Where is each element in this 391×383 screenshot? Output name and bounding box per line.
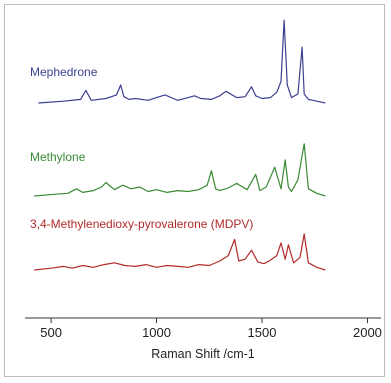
- series-line-2: [34, 143, 326, 197]
- spectra-traces: [34, 19, 326, 271]
- series-line-1: [38, 19, 326, 104]
- x-tick-label: 2000: [353, 325, 382, 340]
- series-label-1: Mephedrone: [30, 65, 98, 79]
- series-label-2: Methylone: [30, 150, 86, 164]
- series-labels: Mephedrone Methylone 3,4-Methylenedioxy-py…: [30, 65, 253, 231]
- series-label-3: 3,4-Methylenedioxy-pyrovalerone (MDPV): [30, 217, 253, 231]
- series-line-3: [34, 233, 326, 271]
- x-tick-label: 500: [40, 325, 62, 340]
- x-axis-label: Raman Shift /cm-1: [151, 347, 255, 361]
- x-axis: 500 1000 1500 2000: [25, 317, 382, 340]
- x-tick-label: 1500: [248, 325, 277, 340]
- x-tick-label: 1000: [142, 325, 171, 340]
